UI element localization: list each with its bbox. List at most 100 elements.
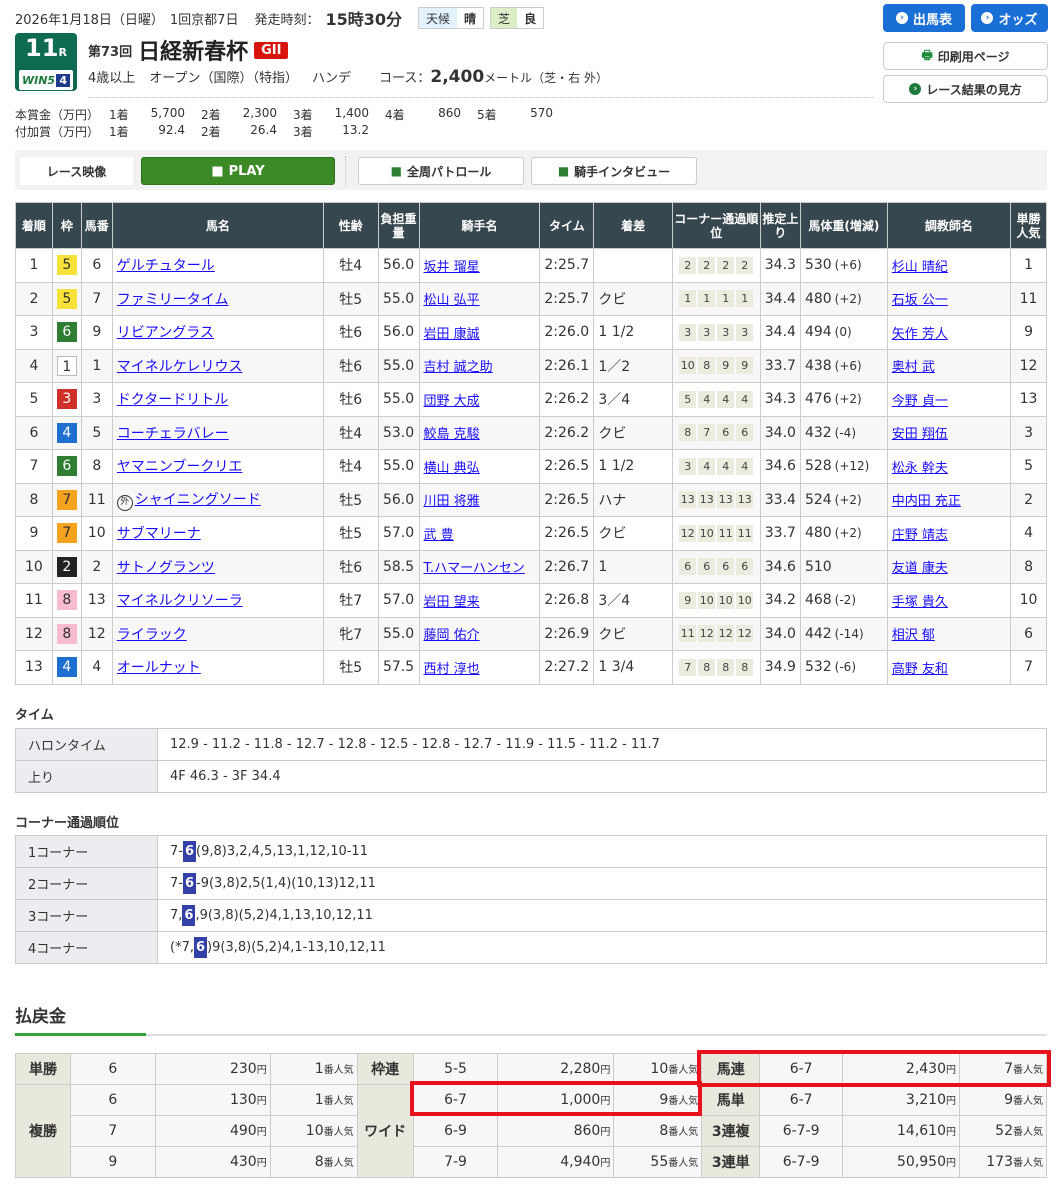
horse-number: 9 xyxy=(80,315,113,350)
jockey-link[interactable]: 武 豊 xyxy=(423,527,454,543)
trainer-link[interactable]: 庄野 靖志 xyxy=(891,527,948,543)
horse-name-link[interactable]: オールナット xyxy=(116,660,201,677)
yen-unit: 円 xyxy=(946,1127,956,1138)
distance: 2,400 xyxy=(430,67,485,87)
corner-position: 8 xyxy=(698,357,716,375)
yen-unit: 円 xyxy=(256,1065,267,1076)
horse-name-link[interactable]: マイネルケレリウス xyxy=(116,358,243,375)
horse-name-link[interactable]: マイネルクリソーラ xyxy=(116,593,243,610)
body-weight-cell: 438 (+6) xyxy=(799,348,888,383)
trainer-link[interactable]: 安田 翔伍 xyxy=(891,427,948,443)
jockey-link[interactable]: 藤岡 佑介 xyxy=(423,628,480,644)
video-bar: レース映像 ■ PLAY ■ 全周パトロール ■ 騎手インタビュー xyxy=(15,150,1047,190)
horse-name-link[interactable]: シャイニングソード xyxy=(134,491,261,508)
corner-position: 13 xyxy=(698,491,716,509)
wide-payout: 4,940円 xyxy=(497,1146,615,1178)
how-to-read-button[interactable]: › レース結果の見方 xyxy=(883,75,1048,103)
jockey-link[interactable]: 鮫島 克駿 xyxy=(423,427,480,443)
last-label: 上り xyxy=(15,760,158,793)
trainer-link[interactable]: 杉山 晴紀 xyxy=(891,259,948,275)
horse-number: 7 xyxy=(80,281,113,316)
margin: 1 1/2 xyxy=(593,315,673,350)
horse-name-link[interactable]: サトノグランツ xyxy=(116,559,215,576)
horse-name-link[interactable]: コーチェラバレー xyxy=(116,425,229,442)
jockey-link[interactable]: 団野 大成 xyxy=(423,393,480,409)
trainer-link[interactable]: 奥村 武 xyxy=(891,360,935,376)
trainer-cell: 奥村 武 xyxy=(886,348,1012,383)
sanrenpuku-label: 3連複 xyxy=(701,1115,761,1147)
sanrenpuku-payout: 14,610円 xyxy=(842,1115,960,1147)
body-weight: 480 xyxy=(804,525,832,542)
corner-position: 8 xyxy=(698,658,716,676)
trainer-link[interactable]: 今野 貞一 xyxy=(891,393,948,409)
entries-button[interactable]: › 出馬表 xyxy=(883,4,965,32)
column-header: 馬体重(増減) xyxy=(799,202,888,249)
weight-carried: 58.5 xyxy=(377,549,420,584)
jockey-interview-button[interactable]: ■ 騎手インタビュー xyxy=(531,157,697,185)
trainer-link[interactable]: 友道 康夫 xyxy=(891,561,948,577)
horse-name-link[interactable]: リビアングラス xyxy=(116,325,214,342)
trainer-link[interactable]: 中内田 充正 xyxy=(891,494,961,510)
win-popularity: 8 xyxy=(1010,549,1047,584)
waku-cell: 4 xyxy=(51,415,82,450)
trainer-link[interactable]: 松永 幹夫 xyxy=(891,460,948,476)
interview-label: 騎手インタビュー xyxy=(574,164,671,179)
corner-order-pre: 7, xyxy=(170,908,183,923)
finish-time: 2:26.8 xyxy=(539,583,595,618)
body-weight: 532 xyxy=(804,659,832,676)
tansho-payout: 230円 xyxy=(154,1053,271,1085)
horse-name-link[interactable]: ドクタードリトル xyxy=(116,392,229,409)
last-3f: 34.4 xyxy=(759,315,801,350)
jockey-link[interactable]: 吉村 誠之助 xyxy=(423,360,493,376)
jockey-link[interactable]: T.ハマーハンセン xyxy=(423,561,525,577)
horse-name-link[interactable]: ライラック xyxy=(116,626,187,643)
umatan-combination: 6-7 xyxy=(759,1084,844,1116)
trainer-link[interactable]: 高野 友和 xyxy=(891,661,948,677)
foreign-horse-mark: 外 xyxy=(116,494,133,511)
win5-text: WIN5 xyxy=(22,73,56,87)
weight-change: (-6) xyxy=(834,660,856,675)
horse-name-link[interactable]: ゲルチュタール xyxy=(116,258,215,275)
jockey-link[interactable]: 西村 淳也 xyxy=(423,661,480,677)
trainer-link[interactable]: 手塚 貴久 xyxy=(891,594,948,610)
print-page-button[interactable]: 🖶 印刷用ページ xyxy=(883,42,1048,70)
corner-position: 9 xyxy=(736,357,754,375)
body-weight: 468 xyxy=(804,592,832,609)
printer-icon: 🖶 xyxy=(921,47,933,62)
horse-number: 6 xyxy=(80,248,113,283)
weight-carried: 55.0 xyxy=(377,382,420,417)
body-weight-cell: 480 (+2) xyxy=(799,281,888,316)
trainer-link[interactable]: 矢作 芳人 xyxy=(891,326,948,342)
jockey-link[interactable]: 川田 将雅 xyxy=(423,494,480,510)
jockey-cell: 団野 大成 xyxy=(418,382,541,417)
patrol-video-button[interactable]: ■ 全周パトロール xyxy=(358,157,524,185)
odds-button[interactable]: › オッズ xyxy=(971,4,1048,32)
waku-badge: 5 xyxy=(56,288,77,309)
jockey-link[interactable]: 岩田 康誠 xyxy=(423,326,480,342)
yen-unit: 円 xyxy=(946,1065,956,1076)
win-popularity: 13 xyxy=(1010,382,1047,417)
column-header: タイム xyxy=(539,202,595,249)
trainer-link[interactable]: 石坂 公一 xyxy=(891,293,948,309)
payout-amount: 430 xyxy=(229,1154,257,1170)
jockey-cell: 藤岡 佑介 xyxy=(418,616,541,651)
jockey-link[interactable]: 岩田 望来 xyxy=(423,594,480,610)
play-button[interactable]: ■ PLAY xyxy=(141,157,335,185)
horse-name-link[interactable]: ファミリータイム xyxy=(116,291,229,308)
last-3f: 34.9 xyxy=(759,650,801,685)
last-row: 上り 4F 46.3 - 3F 34.4 xyxy=(15,760,1047,793)
trainer-link[interactable]: 相沢 郁 xyxy=(891,628,935,644)
corner-position: 10 xyxy=(698,591,716,609)
jockey-link[interactable]: 横山 典弘 xyxy=(423,460,480,476)
trainer-cell: 友道 康夫 xyxy=(886,549,1012,584)
horse-name-link[interactable]: ヤマニンブークリエ xyxy=(116,459,243,476)
jockey-link[interactable]: 松山 弘平 xyxy=(423,293,480,309)
fukusho-payout: 430円 xyxy=(154,1146,271,1178)
waku-badge: 7 xyxy=(56,523,77,544)
corner-position: 9 xyxy=(717,357,735,375)
track-badge: 芝良 xyxy=(490,7,545,29)
jockey-link[interactable]: 坂井 瑠星 xyxy=(423,259,480,275)
waku-cell: 2 xyxy=(51,549,82,584)
horse-name-link[interactable]: サブマリーナ xyxy=(116,526,201,543)
margin: クビ xyxy=(593,281,673,316)
